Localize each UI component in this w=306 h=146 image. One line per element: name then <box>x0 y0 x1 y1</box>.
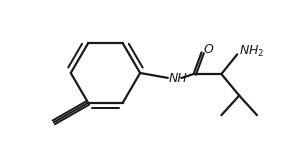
Text: NH: NH <box>169 72 188 85</box>
Text: NH$_2$: NH$_2$ <box>239 44 265 59</box>
Text: O: O <box>203 43 213 56</box>
